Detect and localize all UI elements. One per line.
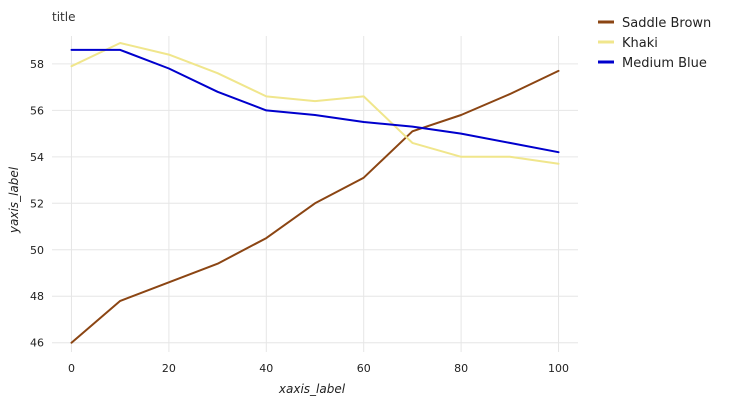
tick-labels: 46 48 50 52 54 56 58 0 20 40 60 80 100 (30, 58, 569, 375)
legend: Saddle Brown Khaki Medium Blue (598, 16, 711, 71)
series-line-saddle-brown (70, 69, 560, 344)
y-tick-label: 58 (30, 58, 44, 71)
x-tick-label: 0 (68, 362, 75, 375)
chart-title: title (52, 10, 75, 24)
x-tick-label: 40 (259, 362, 273, 375)
y-tick-label: 54 (30, 151, 44, 164)
series-line-medium-blue (70, 48, 560, 154)
y-tick-label: 46 (30, 337, 44, 350)
y-tick-label: 50 (30, 244, 44, 257)
series-line-khaki (70, 42, 560, 165)
x-tick-label: 100 (548, 362, 569, 375)
y-tick-label: 52 (30, 197, 44, 210)
x-tick-label: 60 (357, 362, 371, 375)
y-tick-label: 48 (30, 290, 44, 303)
legend-label-khaki: Khaki (622, 36, 658, 51)
y-tick-label: 56 (30, 104, 44, 117)
legend-label-saddle-brown: Saddle Brown (622, 16, 711, 31)
x-axis-label: xaxis_label (278, 382, 346, 396)
x-tick-label: 80 (454, 362, 468, 375)
legend-label-medium-blue: Medium Blue (622, 56, 707, 71)
y-axis-label: yaxis_label (7, 166, 21, 234)
x-tick-label: 20 (162, 362, 176, 375)
series-lines (70, 42, 560, 344)
grid (52, 36, 578, 352)
